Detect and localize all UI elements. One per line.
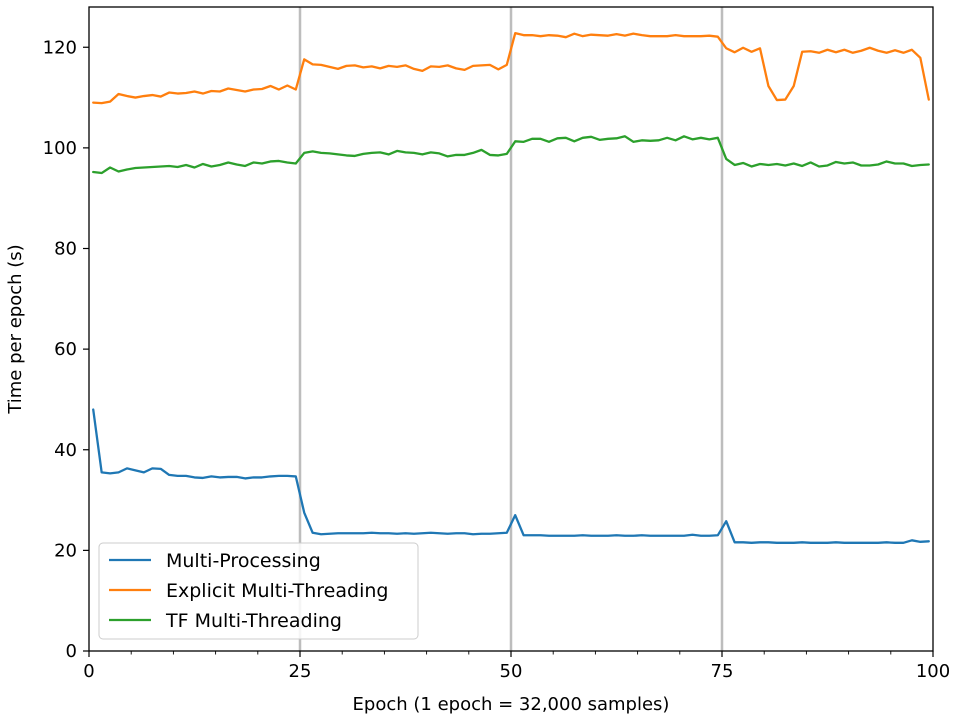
y-tick-label-2: 40 (54, 440, 77, 461)
y-tick-label-4: 80 (54, 239, 77, 260)
legend-label-2: TF Multi-Threading (165, 610, 342, 632)
y-axis-label: Time per epoch (s) (5, 244, 26, 414)
legend: Multi-Processing Explicit Multi-Threading… (98, 542, 419, 640)
x-axis-label: Epoch (1 epoch = 32,000 samples) (353, 694, 670, 715)
x-axis: 0 25 50 75 100 (83, 651, 950, 682)
legend-box (98, 542, 419, 640)
x-tick-label-4: 100 (916, 661, 950, 682)
x-tick-label-0: 0 (83, 661, 94, 682)
x-tick-label-2: 50 (500, 661, 523, 682)
y-tick-label-6: 120 (43, 37, 77, 58)
legend-label-1: Explicit Multi-Threading (166, 580, 388, 602)
legend-label-0: Multi-Processing (166, 550, 321, 572)
series-layer (92, 32, 930, 544)
y-tick-label-5: 100 (43, 138, 77, 159)
y-tick-label-3: 60 (54, 339, 77, 360)
y-tick-label-1: 20 (54, 540, 77, 561)
y-tick-label-0: 0 (66, 641, 77, 662)
series-line-0 (92, 408, 930, 544)
series-line-2 (92, 135, 930, 175)
series-line-1 (92, 32, 930, 105)
x-tick-label-1: 25 (289, 661, 312, 682)
y-axis: 0 20 40 60 80 100 120 (43, 37, 89, 662)
x-tick-label-3: 75 (711, 661, 734, 682)
